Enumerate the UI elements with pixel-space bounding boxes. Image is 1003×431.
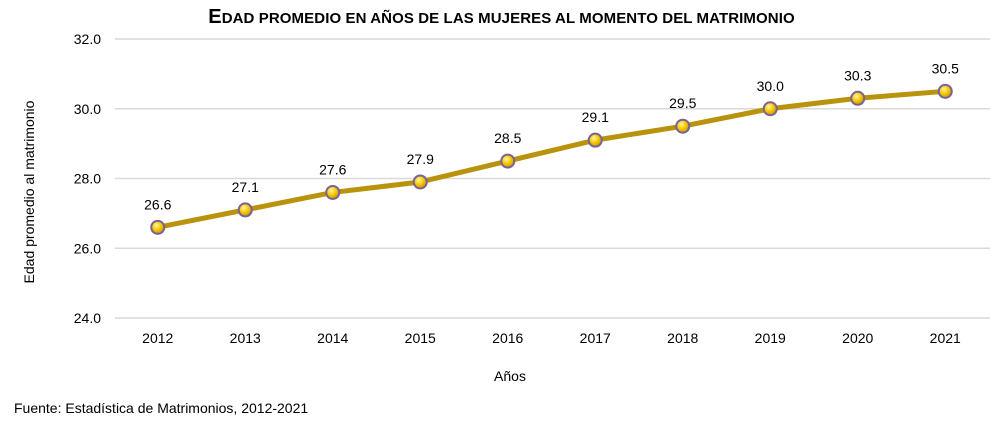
data-labels: 26.6 27.1 27.6 27.9 28.5 29.1 29.5 30.0 30.3 30.5 (144, 60, 959, 212)
data-label-2020: 30.3 (844, 67, 871, 83)
data-label-2013: 27.1 (232, 179, 259, 195)
data-point-2019 (762, 101, 778, 117)
data-label-2017: 29.1 (582, 109, 609, 125)
y-tick-label: 26.0 (74, 240, 101, 256)
chart-title-rest: DAD PROMEDIO EN AÑOS DE LAS MUJERES AL M… (221, 10, 795, 27)
series-markers (150, 83, 953, 235)
data-point-2015 (412, 174, 428, 190)
x-tick-label: 2020 (842, 330, 873, 346)
y-axis-label: Edad promedio al matrimonio (21, 100, 37, 283)
data-label-2021: 30.5 (932, 60, 959, 76)
y-tick-label: 28.0 (74, 171, 101, 187)
x-axis-label: Años (494, 368, 526, 384)
x-tick-label: 2019 (755, 330, 786, 346)
y-tick-label: 24.0 (74, 310, 101, 326)
data-point-2012 (150, 219, 166, 235)
x-tick-label: 2013 (230, 330, 261, 346)
data-point-2021 (937, 83, 953, 99)
y-tick-label: 32.0 (74, 31, 101, 47)
x-tick-label: 2014 (317, 330, 348, 346)
data-point-2013 (237, 202, 253, 218)
y-axis-ticks: 24.0 26.0 28.0 30.0 32.0 (74, 31, 101, 326)
data-point-2014 (325, 184, 341, 200)
data-label-2016: 28.5 (494, 130, 521, 146)
data-point-2018 (675, 118, 691, 134)
data-label-2018: 29.5 (669, 95, 696, 111)
series-line (155, 88, 948, 230)
data-label-2015: 27.9 (407, 151, 434, 167)
x-tick-label: 2021 (930, 330, 961, 346)
x-tick-label: 2017 (580, 330, 611, 346)
data-point-2016 (500, 153, 516, 169)
chart-title-initial: E (208, 6, 222, 28)
data-label-2014: 27.6 (319, 161, 346, 177)
source-note: Fuente: Estadística de Matrimonios, 2012… (14, 400, 309, 416)
data-point-2020 (850, 90, 866, 106)
data-point-2017 (587, 132, 603, 148)
x-axis-ticks: 2012 2013 2014 2015 2016 2017 2018 2019 2020 2021 (142, 330, 961, 346)
x-tick-label: 2015 (405, 330, 436, 346)
y-tick-label: 30.0 (74, 101, 101, 117)
data-label-2012: 26.6 (144, 196, 171, 212)
data-label-2019: 30.0 (757, 78, 784, 94)
x-tick-label: 2012 (142, 330, 173, 346)
x-tick-label: 2018 (667, 330, 698, 346)
x-tick-label: 2016 (492, 330, 523, 346)
gridlines (115, 38, 990, 319)
chart-title: EDAD PROMEDIO EN AÑOS DE LAS MUJERES AL … (0, 6, 1003, 29)
